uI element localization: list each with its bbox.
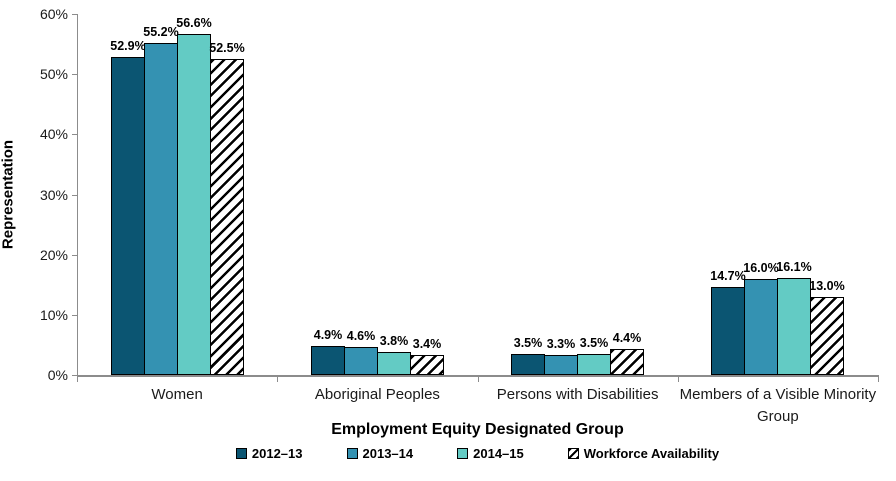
bar-value-label: 16.1% (776, 260, 812, 274)
y-tick-label: 50% (39, 66, 68, 83)
bar-3-4 (777, 278, 811, 375)
bar-4-4 (810, 297, 844, 375)
y-tick-mark (72, 74, 77, 75)
bar-value-label: 3.8% (379, 334, 409, 348)
y-tick-label: 30% (39, 186, 68, 203)
bar-value-label: 3.3% (546, 337, 576, 351)
x-tick-mark (678, 377, 679, 382)
bar-value-label: 3.5% (513, 336, 543, 350)
bar-2-2 (344, 347, 378, 375)
legend-item-1: 2012–13 (235, 446, 303, 461)
legend-item-3: 2014–15 (457, 446, 524, 461)
bar-3-2 (377, 352, 411, 375)
bar-value-label: 4.9% (313, 328, 343, 342)
y-tick-mark (72, 255, 77, 256)
bar-3-1 (177, 34, 211, 375)
bar-value-label: 3.4% (412, 337, 442, 351)
bar-4-3 (610, 349, 644, 375)
bar-2-1 (144, 43, 178, 375)
bar-3-3 (577, 354, 611, 375)
legend-marker-4 (567, 448, 579, 459)
y-tick-label: 10% (39, 306, 68, 323)
y-tick-label: 20% (39, 246, 68, 263)
bar-value-label: 4.4% (612, 331, 642, 345)
x-tick-mark (878, 377, 879, 382)
x-tick-mark (478, 377, 479, 382)
legend-label-3: 2014–15 (473, 446, 524, 461)
legend-label-2: 2013–14 (362, 446, 414, 461)
y-tick-mark (72, 375, 77, 376)
bar-1-1 (111, 57, 145, 375)
category-label: Women (151, 386, 203, 403)
bar-2-3 (544, 355, 578, 375)
bar-value-label: 16.0% (743, 261, 779, 275)
bar-1-3 (511, 354, 545, 375)
legend-label-1: 2012–13 (251, 446, 303, 461)
bar-value-label: 55.2% (143, 25, 179, 39)
x-tick-mark (277, 377, 278, 382)
bar-4-1 (210, 59, 244, 375)
bar-value-label: 52.5% (209, 41, 245, 55)
y-tick-label: 40% (39, 126, 68, 143)
bar-value-label: 52.9% (110, 39, 146, 53)
bar-2-4 (744, 279, 778, 375)
bar-value-label: 13.0% (809, 279, 845, 293)
bar-value-label: 14.7% (710, 269, 746, 283)
category-label: Members of a Visible Minority Group (679, 386, 877, 425)
legend-marker-1 (235, 448, 247, 459)
y-tick-mark (72, 14, 77, 15)
x-axis-title: Employment Equity Designated Group (331, 421, 624, 438)
bar-1-2 (311, 346, 345, 375)
y-tick-mark (72, 134, 77, 135)
legend-label-4: Workforce Availability (583, 446, 720, 461)
x-tick-mark (77, 377, 78, 382)
legend-item-2: 2013–14 (346, 446, 414, 461)
legend-marker-2 (346, 448, 358, 459)
y-axis-title: Representation (0, 139, 17, 250)
legend-item-4: Workforce Availability (567, 446, 720, 461)
legend-marker-3 (457, 448, 469, 459)
bar-1-4 (711, 287, 745, 375)
bar-value-label: 3.5% (579, 336, 609, 350)
category-label: Persons with Disabilities (496, 386, 659, 403)
bar-4-2 (410, 355, 444, 375)
category-label: Aboriginal Peoples (314, 386, 440, 403)
bar-value-label: 56.6% (176, 16, 212, 30)
y-tick-mark (72, 315, 77, 316)
y-tick-mark (72, 195, 77, 196)
y-tick-label: 60% (39, 6, 68, 22)
legend: 2012–13 2013–14 2014–15 Workforce Availabil… (77, 446, 878, 461)
plot-area (77, 14, 879, 377)
y-tick-label: 0% (47, 367, 68, 383)
bar-value-label: 4.6% (346, 329, 376, 343)
